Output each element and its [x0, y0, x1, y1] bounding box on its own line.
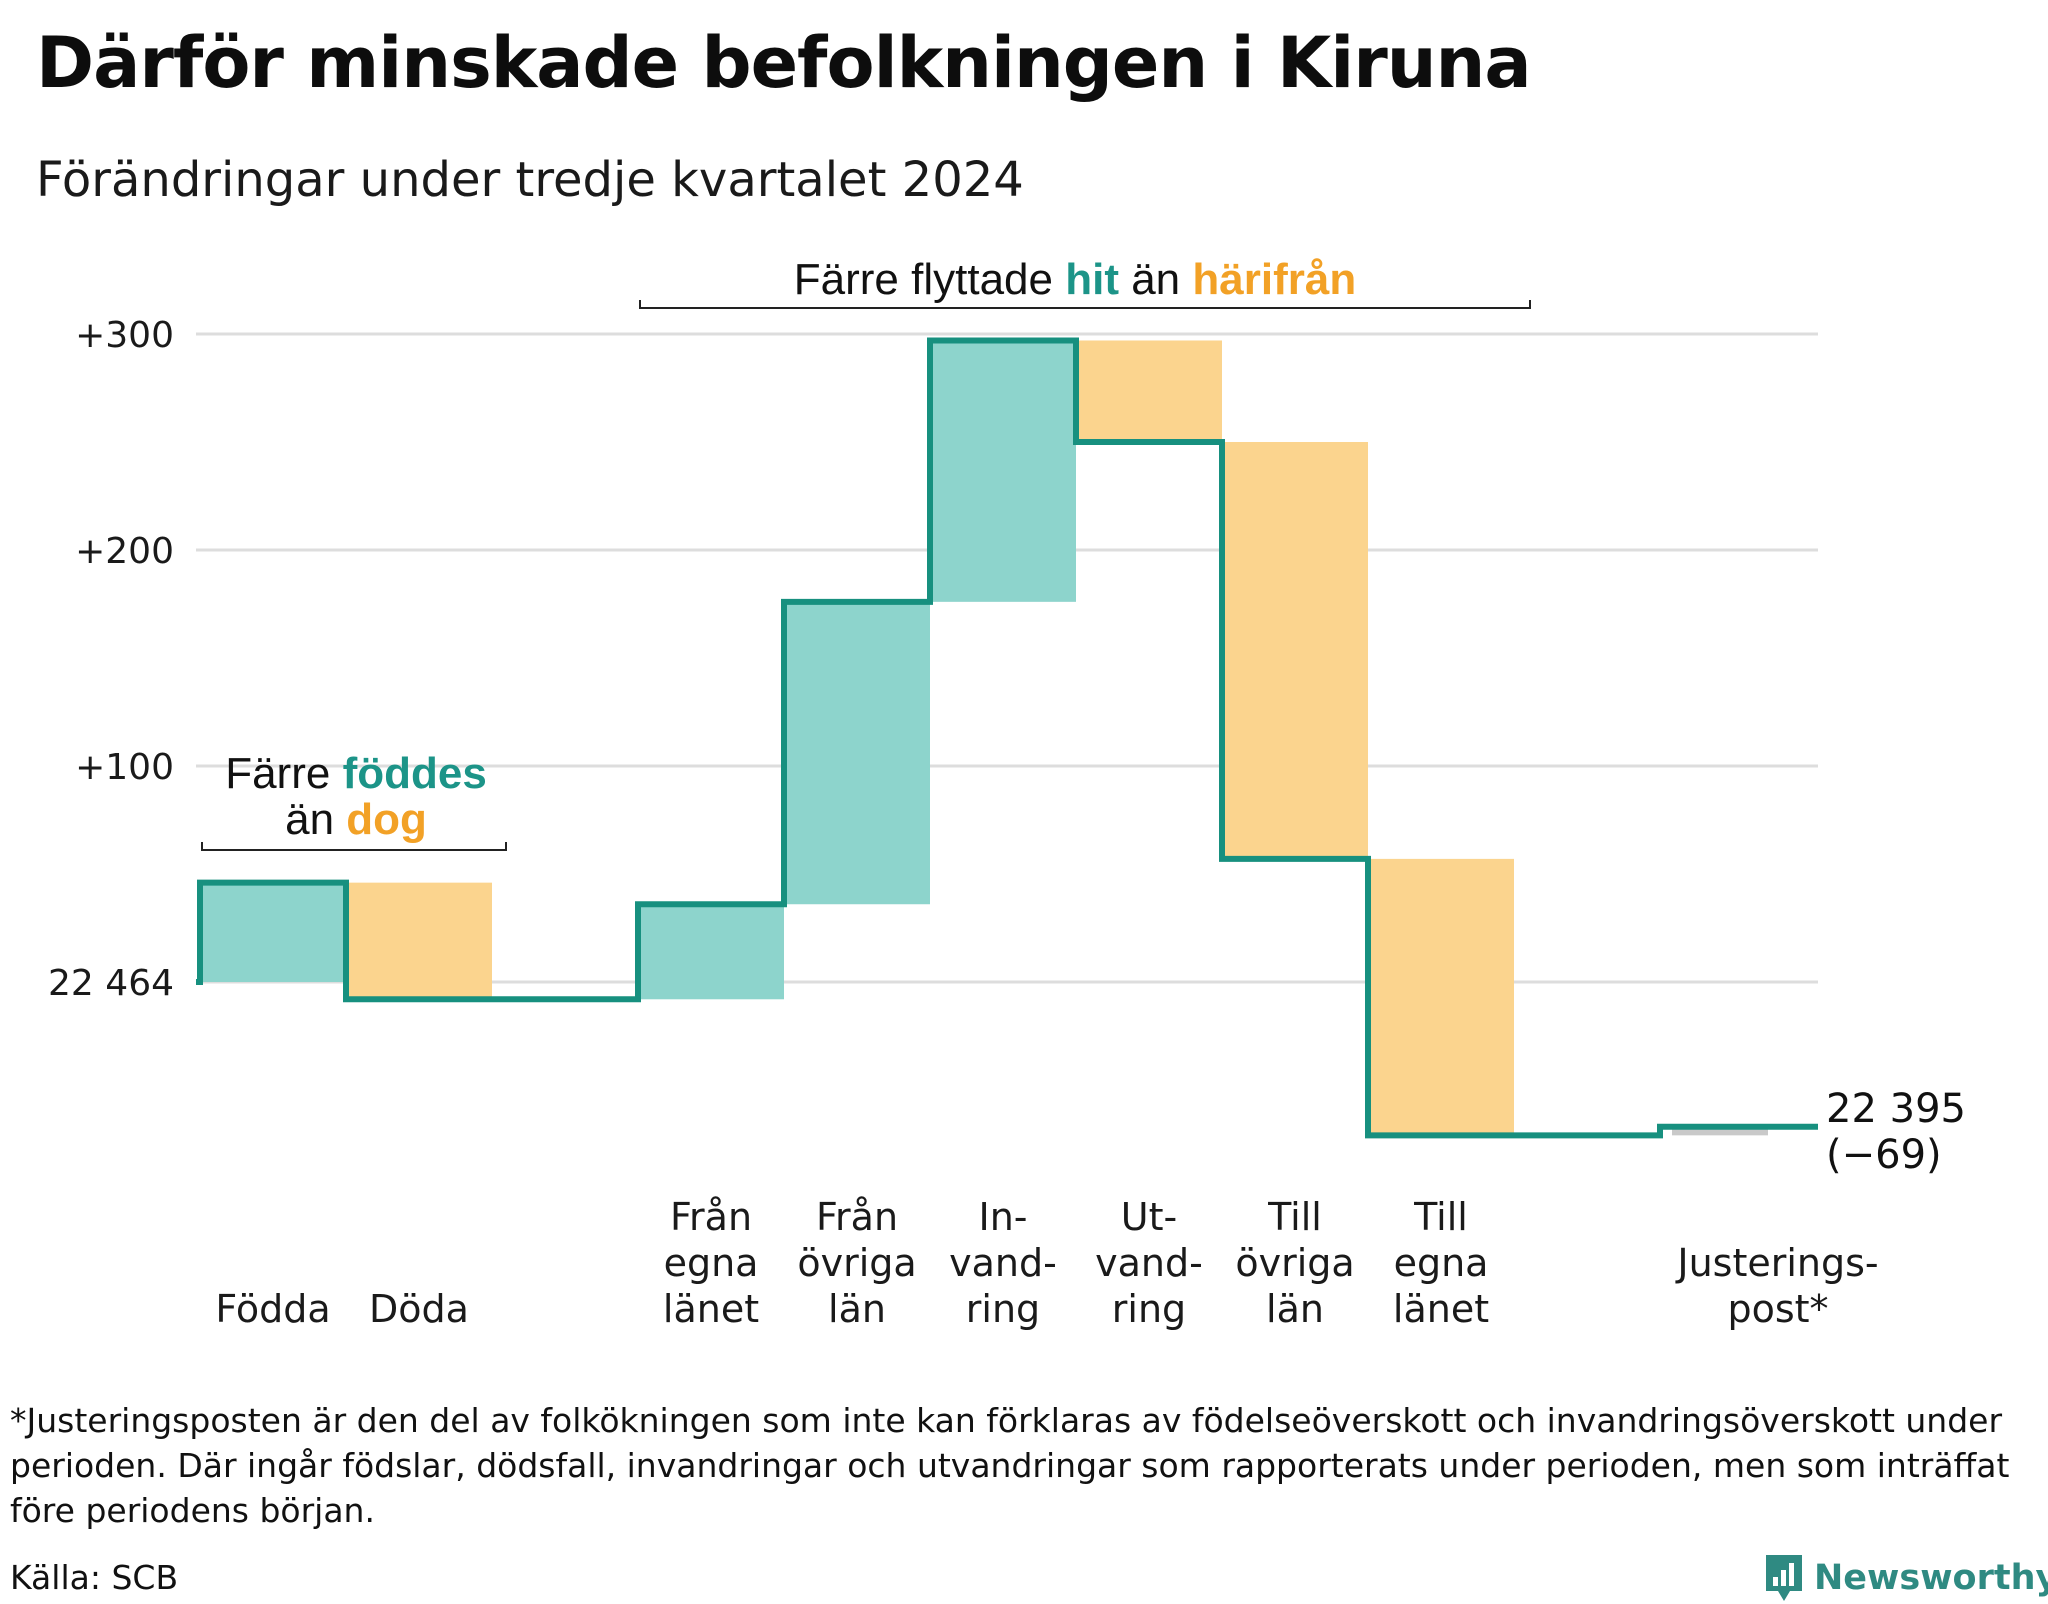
category-label-till-ovriga: Till övriga län [1235, 1195, 1354, 1331]
source-credit: Källa: SCB [10, 1558, 179, 1597]
brand-name: Newsworthy [1814, 1558, 2048, 1598]
bar-till-egna [1368, 858, 1514, 1136]
annotation-bracket-moves [639, 300, 1531, 309]
brand: Newsworthy [1764, 1552, 2048, 1604]
bar-fran-ovriga [784, 601, 930, 905]
annotation-deaths: än dog [285, 795, 427, 844]
chart-subtitle: Förändringar under tredje kvartalet 2024 [36, 152, 1024, 208]
bar-justering [1672, 1126, 1768, 1136]
bar-doda [346, 882, 492, 1000]
bar-fodda [200, 882, 346, 982]
annotation-moves: Färre flyttade hit än härifrån [794, 255, 1356, 304]
category-label-fodda: Födda [215, 1287, 330, 1331]
y-tick-label: +300 [75, 315, 174, 356]
category-label-fran-egna: Från egna länet [663, 1195, 759, 1331]
footnote: *Justeringsposten är den del av folkökni… [10, 1401, 2010, 1530]
annotation-births: Färre föddes [225, 749, 487, 798]
category-label-till-egna: Till egna länet [1393, 1195, 1489, 1331]
y-tick-label: 22 464 [48, 963, 174, 1004]
category-label-utvandring: Ut-vand-ring [1095, 1195, 1203, 1331]
chart-title: Därför minskade befolkningen i Kiruna [36, 22, 1532, 104]
y-tick-label: +200 [75, 531, 174, 572]
category-label-doda: Döda [369, 1287, 469, 1331]
end-value-label: 22 395 [1826, 1086, 1966, 1132]
bar-invandring [930, 340, 1076, 602]
end-change-label: (−69) [1826, 1132, 1942, 1178]
cumulative-step-line [196, 337, 1818, 1139]
category-label-invandring: In-vand-ring [949, 1195, 1057, 1331]
bar-fran-egna [638, 904, 784, 1000]
category-label-justering: Justerings-post* [1675, 1241, 1878, 1331]
newsworthy-logo-icon [1766, 1555, 1802, 1601]
waterfall-chart: 22 464 +100 +200 +300 Födda Döda Från egna länet… [48, 255, 1966, 1331]
bar-utvandring [1076, 340, 1222, 442]
bar-till-ovriga [1222, 442, 1368, 859]
category-label-fran-ovriga: Från övriga län [797, 1195, 916, 1331]
annotation-bracket-births [201, 842, 507, 851]
y-tick-label: +100 [75, 747, 174, 788]
